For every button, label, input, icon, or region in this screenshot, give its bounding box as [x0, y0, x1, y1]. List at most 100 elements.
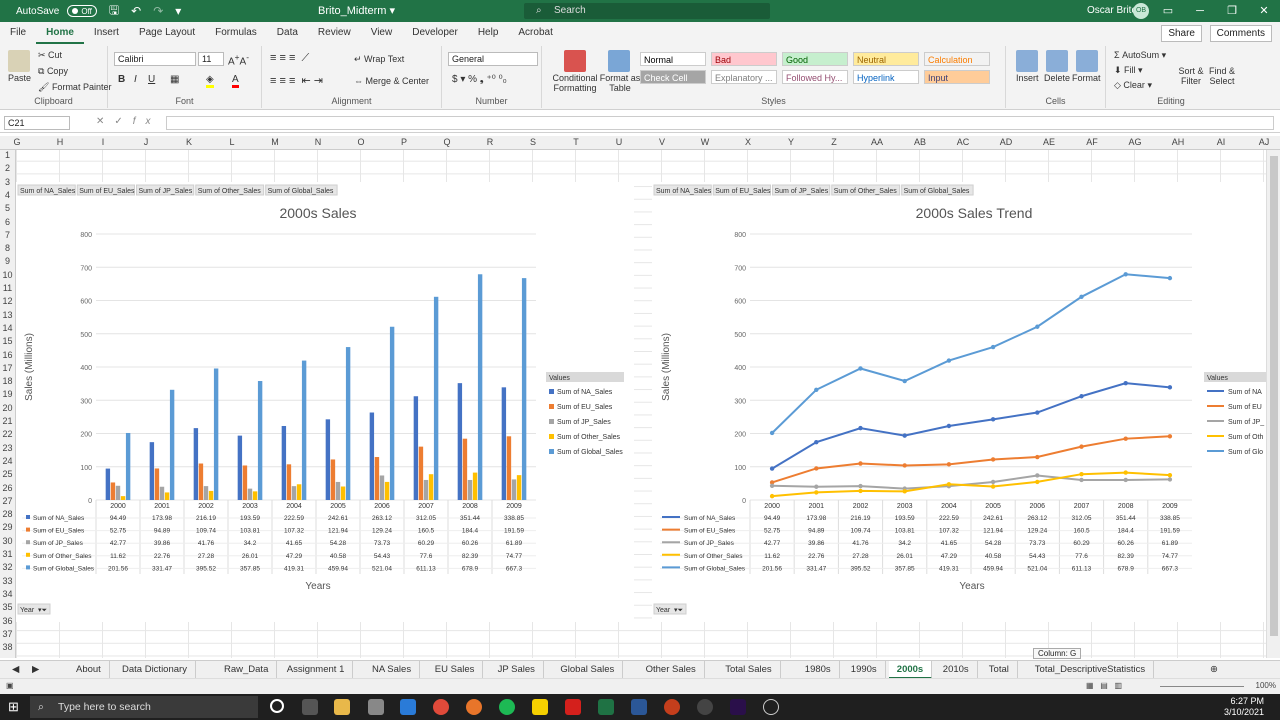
prev-sheet-icon[interactable]: ◀	[12, 664, 20, 675]
obs-icon[interactable]	[697, 699, 713, 715]
column-header[interactable]: Z	[831, 137, 837, 147]
column-header[interactable]: L	[229, 137, 235, 147]
underline-button[interactable]: U	[148, 74, 156, 85]
chrome-icon[interactable]	[433, 699, 449, 715]
vertical-scrollbar[interactable]	[1266, 150, 1280, 658]
row-header[interactable]: 30	[2, 535, 13, 546]
cell-style-followed-hy-[interactable]: Followed Hy...	[782, 70, 848, 84]
save-icon[interactable]: 🖫	[108, 2, 120, 17]
task-view-icon[interactable]	[302, 699, 318, 715]
format-table-button[interactable]: Format as Table	[599, 73, 641, 93]
scroll-thumb[interactable]	[1270, 156, 1278, 636]
tab-home[interactable]: Home	[36, 22, 84, 44]
font-name-select[interactable]: Calibri	[114, 52, 196, 66]
avatar[interactable]: OB	[1133, 3, 1149, 19]
currency-icon[interactable]: $ ▾ % ❟ ⁺⁰ ⁰₀	[452, 74, 507, 85]
row-header[interactable]: 17	[2, 362, 13, 373]
column-header[interactable]: AJ	[1258, 137, 1270, 147]
row-header[interactable]: 29	[2, 522, 13, 533]
excel-icon[interactable]	[598, 699, 614, 715]
column-header[interactable]: AI	[1216, 137, 1226, 147]
row-header[interactable]: 6	[4, 216, 10, 227]
row-header[interactable]: 34	[2, 588, 13, 599]
column-header[interactable]: AB	[913, 137, 926, 147]
row-header[interactable]: 14	[2, 322, 13, 333]
row-header[interactable]: 37	[2, 628, 13, 639]
sheet-tab[interactable]: Global Sales	[552, 661, 624, 679]
column-header[interactable]: M	[271, 137, 279, 147]
sheet-tab[interactable]: Total_DescriptiveStatistics	[1027, 661, 1155, 679]
column-header[interactable]: AH	[1171, 137, 1185, 147]
column-header[interactable]: I	[101, 137, 105, 147]
format-button[interactable]: Format	[1072, 73, 1101, 83]
store-icon[interactable]	[368, 699, 384, 715]
row-header[interactable]: 10	[2, 269, 13, 280]
column-header[interactable]: V	[658, 137, 665, 147]
font-size-select[interactable]: 11	[198, 52, 224, 66]
fill-button[interactable]: ⬇ Fill ▾	[1114, 65, 1143, 75]
row-header[interactable]: 5	[4, 203, 10, 214]
next-sheet-icon[interactable]: ▶	[32, 664, 40, 675]
format-cells-icon[interactable]	[1076, 50, 1098, 72]
row-header[interactable]: 21	[2, 416, 13, 426]
powerpoint-icon[interactable]	[664, 699, 680, 715]
conditional-formatting-icon[interactable]	[564, 50, 586, 72]
autosum-button[interactable]: Σ AutoSum ▾	[1114, 50, 1167, 60]
bold-button[interactable]: B	[118, 74, 126, 85]
bar-chart[interactable]: Sum of NA_Sales Sum of EU_Sales Sum of JP_…	[16, 182, 634, 622]
sheet-tab[interactable]: JP Sales	[490, 661, 544, 679]
cell-style-explanatory-[interactable]: Explanatory ...	[711, 70, 777, 84]
column-header[interactable]: R	[486, 137, 494, 147]
merge-center-button[interactable]: ⇔ Merge & Center	[354, 76, 430, 86]
column-header[interactable]: T	[573, 137, 579, 147]
row-header[interactable]: 24	[2, 455, 13, 466]
row-header[interactable]: 26	[2, 482, 13, 493]
column-header[interactable]: W	[700, 137, 710, 147]
align-top-icon[interactable]: ≡ ≡ ≡ ⟋	[270, 52, 310, 64]
share-button[interactable]: Share	[1161, 25, 1202, 42]
row-header[interactable]: 20	[2, 402, 13, 413]
row-header[interactable]: 27	[2, 495, 13, 506]
row-header[interactable]: 25	[2, 469, 13, 480]
italic-button[interactable]: I	[134, 74, 137, 85]
cell-style-normal[interactable]: Normal	[640, 52, 706, 66]
column-header[interactable]: X	[744, 137, 751, 147]
row-header[interactable]: 23	[2, 442, 13, 453]
column-header[interactable]: AF	[1086, 137, 1098, 147]
undo-icon[interactable]: ↶	[131, 4, 142, 18]
number-format-select[interactable]: General	[448, 52, 538, 66]
column-header[interactable]: AA	[870, 137, 883, 147]
delete-button[interactable]: Delete	[1044, 73, 1071, 83]
ribbon-display-icon[interactable]: ▭	[1162, 5, 1174, 17]
tab-insert[interactable]: Insert	[93, 27, 119, 38]
zoom-level[interactable]: 100%	[1255, 681, 1276, 690]
customize-qat-icon[interactable]: ▾	[175, 4, 182, 18]
add-sheet-icon[interactable]: ⊕	[1210, 664, 1218, 675]
acrobat-icon[interactable]	[565, 699, 581, 715]
format-table-icon[interactable]	[608, 50, 630, 72]
row-header[interactable]: 7	[4, 229, 10, 240]
sheet-tab[interactable]: Total Sales	[717, 661, 781, 679]
column-header[interactable]: U	[615, 137, 623, 147]
taskbar-search[interactable]: ⌕ Type here to search	[30, 696, 258, 718]
row-header[interactable]: 36	[2, 615, 13, 626]
row-header[interactable]: 31	[2, 549, 13, 559]
format-painter-button[interactable]: 🖌 Format Painter	[38, 82, 112, 92]
row-header[interactable]: 35	[2, 602, 13, 613]
row-header[interactable]: 8	[4, 243, 10, 254]
word-icon[interactable]	[631, 699, 647, 715]
cell-style-good[interactable]: Good	[782, 52, 848, 66]
align-left-icon[interactable]: ≡ ≡ ≡ ⇤ ⇥	[270, 75, 323, 87]
row-header[interactable]: 33	[2, 575, 13, 586]
cell-style-hyperlink[interactable]: Hyperlink	[853, 70, 919, 84]
sheet-tab[interactable]: 2010s	[935, 661, 978, 679]
tab-file[interactable]: File	[10, 27, 27, 38]
cut-button[interactable]: ✂ Cut	[38, 50, 63, 60]
column-header[interactable]: O	[357, 137, 365, 147]
insert-cells-icon[interactable]	[1016, 50, 1038, 72]
cortana-icon[interactable]	[270, 699, 284, 713]
cell-style-calculation[interactable]: Calculation	[924, 52, 990, 66]
formula-buttons[interactable]: ✕✓fx	[96, 116, 161, 127]
borders-icon[interactable]: ▦	[170, 74, 180, 85]
column-header[interactable]: G	[13, 137, 21, 147]
